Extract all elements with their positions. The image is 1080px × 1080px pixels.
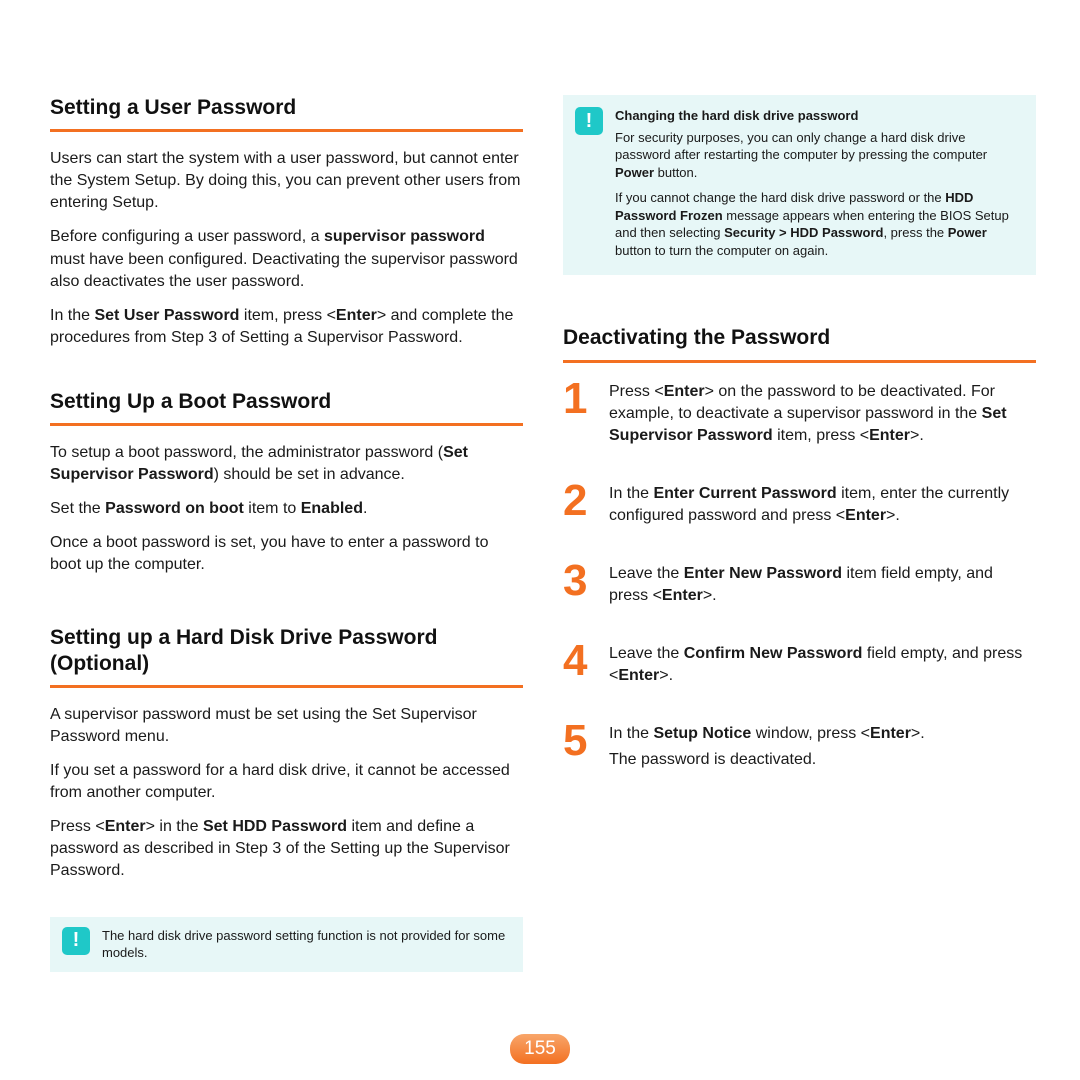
section-body: Users can start the system with a user p… (50, 148, 523, 349)
section-hdd-password: Setting up a Hard Disk Drive Password (O… (50, 625, 523, 883)
step: 2 In the Enter Current Password item, en… (563, 481, 1036, 527)
note-text: The hard disk drive password setting fun… (102, 927, 509, 962)
page: Setting a User Password Users can start … (0, 0, 1080, 1000)
section-deactivate-password: Deactivating the Password 1 Press <Enter… (563, 325, 1036, 805)
step-number: 5 (563, 721, 597, 761)
step-number: 2 (563, 481, 597, 521)
section-body: To setup a boot password, the administra… (50, 442, 523, 576)
paragraph: Press <Enter> in the Set HDD Password it… (50, 816, 523, 882)
section-title: Setting Up a Boot Password (50, 389, 523, 426)
step-number: 4 (563, 641, 597, 681)
step: 3 Leave the Enter New Password item fiel… (563, 561, 1036, 607)
section-boot-password: Setting Up a Boot Password To setup a bo… (50, 389, 523, 577)
note-paragraph: If you cannot change the hard disk drive… (615, 189, 1018, 259)
icon-glyph: ! (586, 108, 593, 135)
note-paragraph: For security purposes, you can only chan… (615, 129, 1018, 182)
section-user-password: Setting a User Password Users can start … (50, 95, 523, 349)
alert-icon: ! (62, 927, 90, 955)
steps-list: 1 Press <Enter> on the password to be de… (563, 379, 1036, 772)
section-title: Setting up a Hard Disk Drive Password (O… (50, 625, 523, 689)
step-number: 1 (563, 379, 597, 419)
alert-icon: ! (575, 107, 603, 135)
section-body: A supervisor password must be set using … (50, 704, 523, 883)
paragraph: Before configuring a user password, a su… (50, 226, 523, 292)
step-body: In the Enter Current Password item, ente… (609, 481, 1036, 527)
step: 1 Press <Enter> on the password to be de… (563, 379, 1036, 447)
left-column: Setting a User Password Users can start … (50, 95, 523, 950)
paragraph: Once a boot password is set, you have to… (50, 532, 523, 576)
step: 5 In the Setup Notice window, press <Ent… (563, 721, 1036, 771)
note-heading: Changing the hard disk drive password (615, 107, 1018, 125)
paragraph: If you set a password for a hard disk dr… (50, 760, 523, 804)
icon-glyph: ! (73, 927, 80, 954)
paragraph: To setup a boot password, the administra… (50, 442, 523, 486)
step-body: In the Setup Notice window, press <Enter… (609, 721, 925, 771)
section-title: Deactivating the Password (563, 325, 1036, 362)
paragraph: In the Set User Password item, press <En… (50, 305, 523, 349)
page-number: 155 (510, 1034, 570, 1064)
note-hdd-not-provided: ! The hard disk drive password setting f… (50, 917, 523, 972)
note-change-hdd-password: ! Changing the hard disk drive password … (563, 95, 1036, 275)
paragraph: Set the Password on boot item to Enabled… (50, 498, 523, 520)
right-column: ! Changing the hard disk drive password … (563, 95, 1036, 950)
paragraph: A supervisor password must be set using … (50, 704, 523, 748)
step: 4 Leave the Confirm New Password field e… (563, 641, 1036, 687)
step-number: 3 (563, 561, 597, 601)
note-paragraph: The hard disk drive password setting fun… (102, 927, 509, 962)
note-text: Changing the hard disk drive password Fo… (615, 107, 1018, 259)
step-body: Press <Enter> on the password to be deac… (609, 379, 1036, 447)
page-footer: 155 (0, 1034, 1080, 1064)
step-body: Leave the Enter New Password item field … (609, 561, 1036, 607)
paragraph: Users can start the system with a user p… (50, 148, 523, 214)
section-title: Setting a User Password (50, 95, 523, 132)
step-body: Leave the Confirm New Password field emp… (609, 641, 1036, 687)
